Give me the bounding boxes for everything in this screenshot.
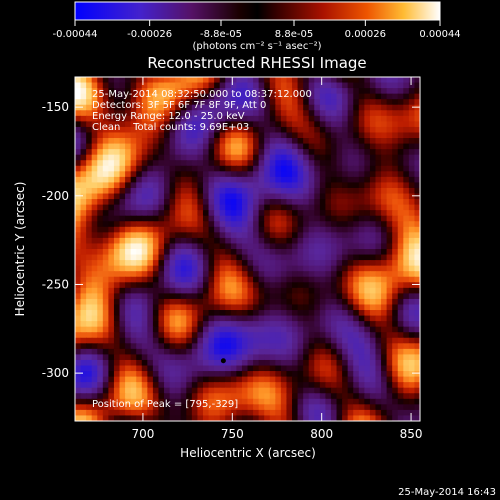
annotation-energy-range: Energy Range: 12.0 - 25.0 keV	[92, 111, 245, 122]
colorbar-unit-label: (photons cm⁻² s⁻¹ asec⁻²)	[192, 41, 321, 52]
x-axis-label: Heliocentric X (arcsec)	[180, 446, 316, 460]
y-tick-label: -200	[42, 189, 69, 203]
colorbar-tick-label: -0.00026	[127, 29, 172, 40]
chart-title: Reconstructed RHESSI Image	[147, 54, 366, 72]
plot-timestamp: 25-May-2014 16:43	[398, 487, 496, 498]
y-tick-label: -300	[42, 366, 69, 380]
x-tick-label: 800	[310, 427, 333, 441]
colorbar-tick-label: 0.00044	[419, 29, 460, 40]
axis-ticks: 700 750 800 850 -300 -250 -200 -150	[42, 77, 423, 441]
y-axis-label: Heliocentric Y (arcsec)	[13, 182, 27, 317]
colorbar-tick-label: -0.00044	[53, 29, 98, 40]
colorbar-ticks: -0.00044 -0.00026 -8.8e-05 8.8e-05 0.00026 0.…	[53, 20, 461, 40]
y-tick-label: -150	[42, 100, 69, 114]
peak-position-label: Position of Peak = [795,-329]	[92, 399, 238, 410]
annotation-time-range: 25-May-2014 08:32:50.000 to 08:37:12.000	[92, 89, 312, 100]
colorbar-tick-label: 8.8e-05	[275, 29, 313, 40]
annotation-clean-counts: Clean Total counts: 9.69E+03	[92, 122, 249, 133]
x-tick-label: 750	[221, 427, 244, 441]
annotation-detectors: Detectors: 3F 5F 6F 7F 8F 9F, Att 0	[92, 100, 266, 111]
peak-marker	[220, 358, 226, 364]
x-tick-label: 700	[131, 427, 154, 441]
colorbar-tick-label: -8.8e-05	[200, 29, 242, 40]
heatmap-image	[75, 77, 420, 421]
x-tick-label: 850	[400, 427, 423, 441]
colorbar	[74, 1, 441, 21]
plot-frame	[74, 76, 421, 422]
colorbar-tick-label: 0.00026	[345, 29, 386, 40]
y-tick-label: -250	[42, 277, 69, 291]
